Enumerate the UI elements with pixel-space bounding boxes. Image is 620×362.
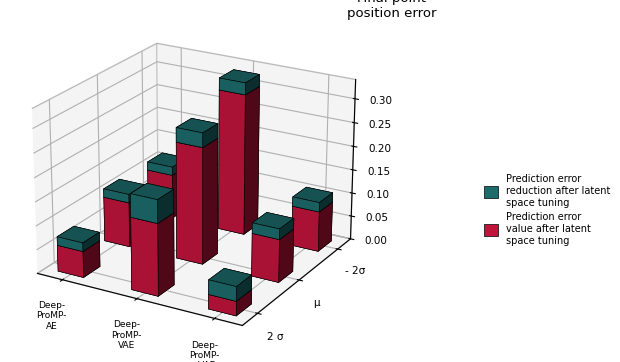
Legend: Prediction error
reduction after latent
space tuning, Prediction error
value aft: Prediction error reduction after latent …: [479, 169, 615, 251]
Title: Final point
position error: Final point position error: [347, 0, 436, 20]
